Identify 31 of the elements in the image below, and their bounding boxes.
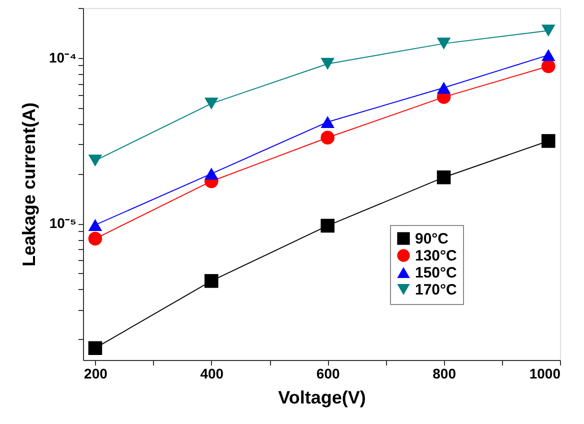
x-tick-label: 600 — [316, 366, 340, 382]
y-tick-label: 10⁻⁵ — [49, 215, 76, 232]
point — [436, 82, 451, 94]
point — [320, 218, 334, 233]
point — [541, 59, 556, 74]
point — [88, 341, 102, 355]
legend-label: 170°C — [415, 282, 458, 298]
legend-label: 130°C — [415, 248, 458, 264]
y-tick-label: 10⁻⁴ — [49, 49, 77, 66]
point — [541, 49, 556, 62]
point — [436, 38, 451, 50]
point — [204, 168, 218, 180]
point — [541, 134, 556, 148]
legend-label: 90°C — [415, 230, 449, 248]
x-tick-label: 800 — [432, 366, 456, 382]
x-tick-label: 400 — [200, 366, 224, 382]
x-tick-label: 200 — [84, 366, 108, 382]
point — [88, 232, 102, 246]
point — [541, 24, 556, 37]
point — [88, 154, 102, 167]
point — [204, 274, 218, 288]
point — [320, 58, 334, 70]
y-axis-title: Leakage current(A) — [19, 102, 40, 267]
point — [320, 130, 334, 145]
point — [436, 170, 451, 184]
x-axis-title: Voltage(V) — [278, 388, 366, 408]
legend-label: 150°C — [415, 264, 458, 282]
point — [88, 219, 102, 231]
point — [204, 98, 218, 110]
point — [320, 116, 334, 128]
x-tick-label: 1000 — [529, 366, 561, 382]
